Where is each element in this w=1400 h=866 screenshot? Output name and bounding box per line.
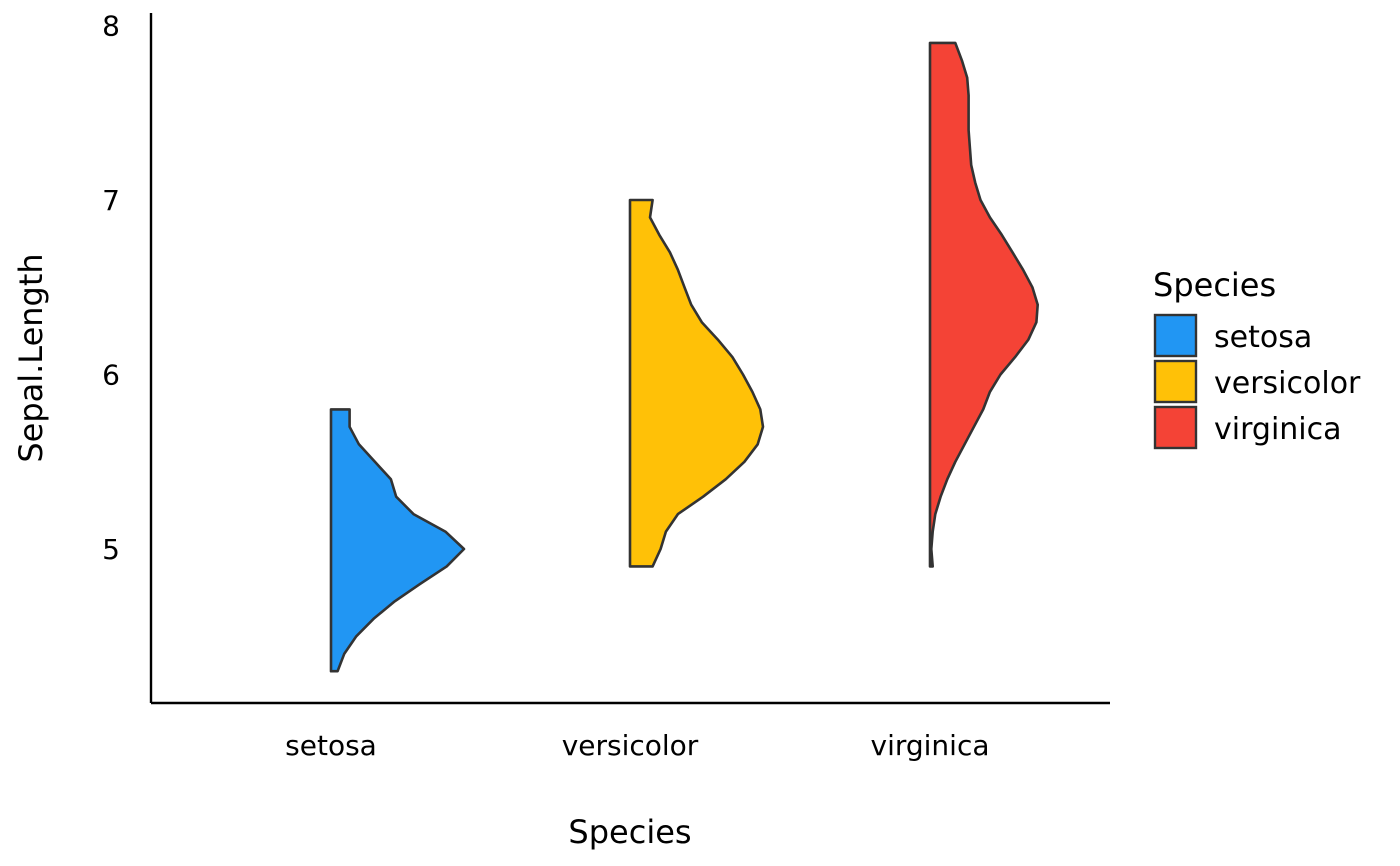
y-tick-label: 6 <box>102 359 120 392</box>
x-tick-label-virginica: virginica <box>871 729 990 762</box>
legend-label-versicolor: versicolor <box>1214 366 1361 401</box>
x-tick-label-versicolor: versicolor <box>562 729 699 762</box>
x-axis-title: Species <box>568 813 691 851</box>
legend-label-virginica: virginica <box>1214 412 1342 447</box>
violin-virginica <box>928 41 1039 568</box>
legend: Species setosa versicolor virginica <box>1153 266 1361 450</box>
x-tick-labels: setosa versicolor virginica <box>285 729 989 762</box>
legend-items: setosa versicolor virginica <box>1153 313 1361 450</box>
y-tick-label: 8 <box>102 10 120 43</box>
legend-title: Species <box>1153 266 1276 304</box>
y-tick-labels: 5 6 7 8 <box>102 10 120 567</box>
violins-layer <box>329 41 1039 673</box>
violin-setosa <box>329 408 466 673</box>
legend-swatch-virginica <box>1153 405 1198 450</box>
legend-swatch-versicolor <box>1153 359 1198 404</box>
y-axis-title: Sepal.Length <box>12 253 50 462</box>
x-tick-label-setosa: setosa <box>285 729 377 762</box>
legend-swatch-setosa <box>1153 313 1198 358</box>
y-tick-label: 5 <box>102 533 120 566</box>
violin-versicolor <box>628 198 765 568</box>
legend-label-setosa: setosa <box>1214 320 1312 355</box>
y-tick-label: 7 <box>102 184 120 217</box>
